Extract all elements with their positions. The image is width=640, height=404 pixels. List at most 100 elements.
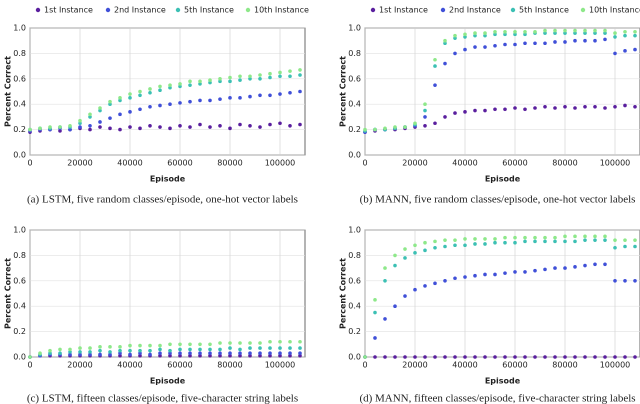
data-point — [208, 80, 212, 85]
legend-label: 10th Instance — [589, 6, 640, 15]
data-point — [443, 115, 447, 119]
data-point — [503, 240, 507, 245]
data-point — [493, 355, 497, 359]
x-tick-label: 80000 — [217, 159, 242, 168]
data-point — [98, 106, 102, 110]
legend-label: 1st Instance — [44, 6, 93, 15]
data-point — [58, 351, 62, 355]
data-point — [473, 31, 477, 35]
data-point — [258, 341, 262, 345]
data-point — [268, 75, 272, 80]
data-point — [363, 355, 367, 359]
data-point — [633, 279, 637, 283]
data-point — [623, 30, 627, 34]
data-point — [68, 352, 72, 357]
data-point — [583, 28, 587, 33]
data-point — [543, 28, 547, 33]
y-axis-label: Percent Correct — [339, 56, 348, 127]
data-point — [623, 103, 627, 108]
plot-area — [29, 27, 306, 156]
data-point — [493, 43, 497, 48]
data-point — [473, 45, 477, 49]
data-point — [573, 31, 577, 35]
data-point — [513, 240, 517, 245]
data-point — [158, 84, 162, 89]
data-point — [178, 351, 182, 355]
data-point — [298, 339, 302, 344]
data-point — [268, 122, 272, 127]
data-point — [248, 346, 252, 350]
data-point — [603, 28, 607, 33]
data-point — [98, 348, 102, 353]
data-point — [393, 125, 397, 129]
caption: (c) LSTM, fifteen classes/episode, five-… — [27, 393, 298, 404]
x-tick-label: 40000 — [117, 159, 142, 168]
data-point — [208, 78, 212, 82]
data-point — [583, 238, 587, 242]
data-point — [473, 242, 477, 246]
data-point — [108, 350, 112, 354]
data-point — [148, 343, 152, 348]
data-point — [178, 101, 182, 105]
data-point — [533, 235, 537, 240]
data-point — [543, 267, 547, 272]
data-point — [298, 122, 302, 127]
data-point — [563, 239, 567, 244]
data-point — [403, 355, 407, 359]
data-point — [373, 310, 377, 315]
data-point — [393, 355, 397, 359]
data-point — [593, 38, 597, 43]
data-point — [483, 33, 487, 38]
data-point — [473, 273, 477, 278]
data-point — [88, 123, 92, 128]
data-point — [178, 353, 182, 358]
data-point — [383, 126, 387, 131]
data-point — [503, 235, 507, 240]
data-point — [158, 103, 162, 108]
data-point — [493, 32, 497, 37]
data-point — [258, 77, 262, 81]
data-point — [88, 352, 92, 357]
data-point — [98, 352, 102, 357]
data-point — [248, 123, 252, 128]
y-tick-label: 1.0 — [13, 226, 26, 235]
data-point — [198, 353, 202, 358]
data-point — [28, 355, 32, 359]
data-point — [443, 38, 447, 43]
data-point — [78, 118, 82, 123]
data-point — [463, 32, 467, 37]
data-point — [603, 238, 607, 242]
y-tick-label: 0.2 — [13, 125, 26, 134]
data-point — [128, 96, 132, 100]
data-point — [208, 351, 212, 355]
legend-label: 5th Instance — [519, 6, 569, 15]
data-point — [138, 93, 142, 98]
data-point — [583, 234, 587, 239]
data-point — [533, 41, 537, 46]
data-point — [483, 45, 487, 49]
data-point — [278, 121, 282, 126]
data-point — [423, 248, 427, 253]
data-point — [68, 350, 72, 354]
data-point — [168, 348, 172, 353]
x-axis-label: Episode — [150, 377, 186, 386]
data-point — [453, 36, 457, 40]
data-point — [463, 355, 467, 359]
data-point — [533, 268, 537, 273]
data-point — [633, 355, 637, 359]
y-tick-label: 0.4 — [13, 100, 26, 109]
data-point — [68, 123, 72, 128]
data-point — [38, 126, 42, 131]
legend-marker — [175, 7, 181, 13]
data-point — [108, 116, 112, 120]
data-point — [238, 74, 242, 79]
data-point — [563, 104, 567, 109]
data-point — [603, 355, 607, 359]
data-point — [493, 240, 497, 245]
data-point — [58, 347, 62, 352]
y-axis-label: Percent Correct — [339, 258, 348, 329]
data-point — [373, 127, 377, 132]
y-tick-label: 0.8 — [13, 251, 26, 260]
x-tick-label: 0 — [27, 159, 32, 168]
data-point — [603, 31, 607, 35]
